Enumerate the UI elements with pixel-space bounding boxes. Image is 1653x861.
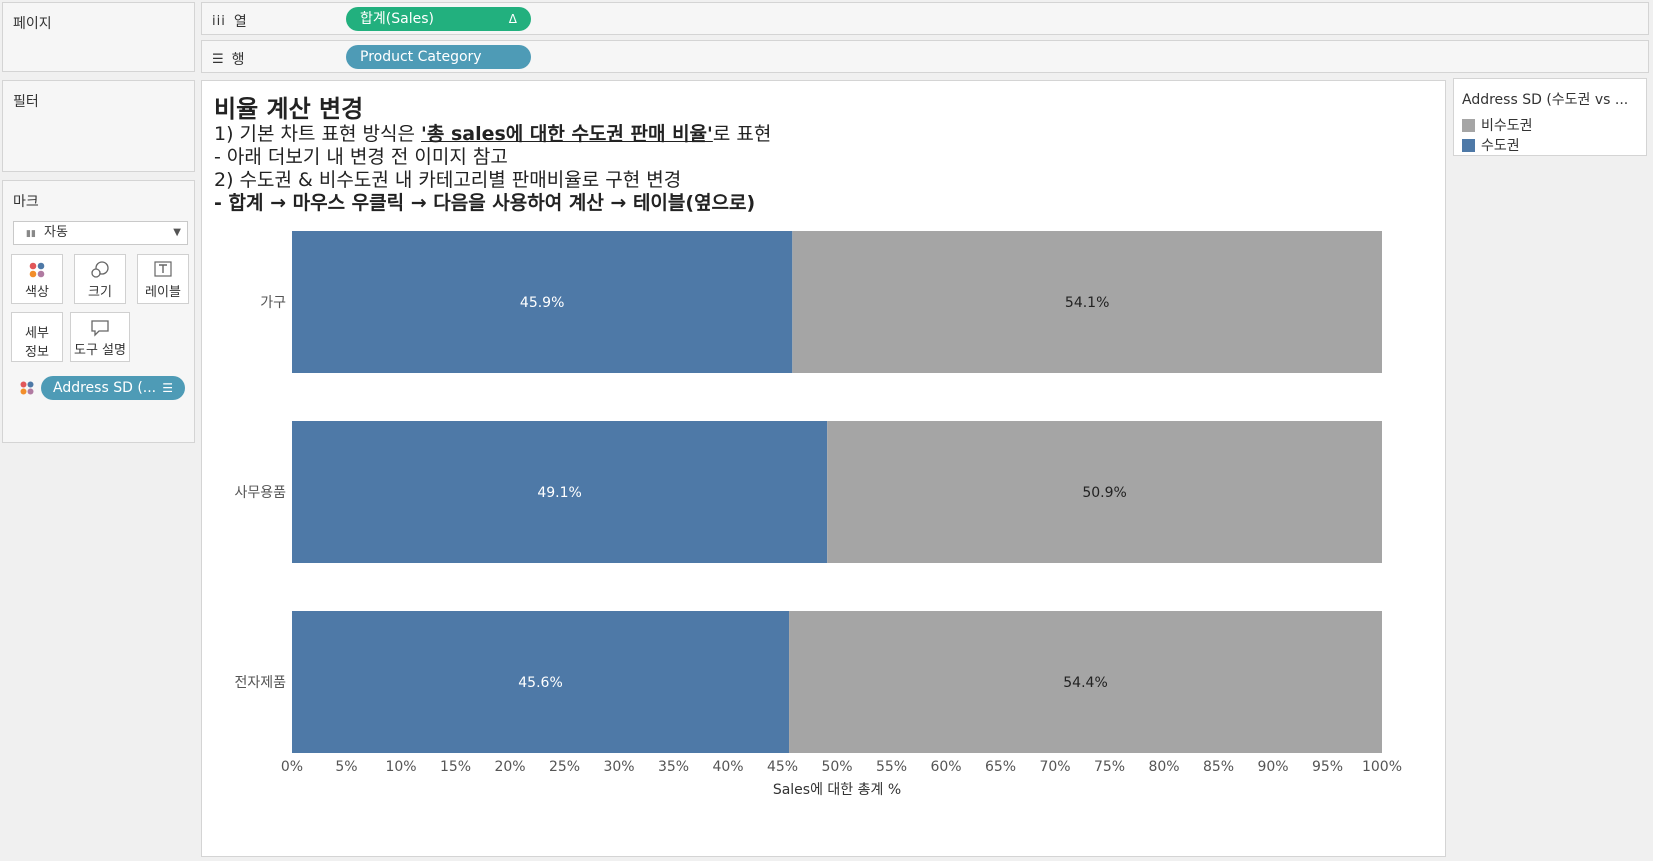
pages-title: 페이지 [13,16,52,32]
rows-icon: ☰ [212,51,224,67]
stacked-bar-chart: 가구 45.9% 54.1% 사무용품 49.1% 50.9% 전자제품 45.6% 54.4%… [234,231,1402,798]
legend-item-non-capital[interactable]: 비수도권 [1462,115,1533,135]
label-button[interactable]: 레이블 [137,254,189,304]
sort-icon: ☰ [162,381,173,395]
category-label: 사무용품 [234,485,286,501]
x-tick-label: 25% [549,759,580,775]
x-tick-label: 75% [1094,759,1125,775]
color-dots-icon [12,261,62,279]
chevron-down-icon: ▼ [173,227,181,238]
color-field-name: Address SD (... [53,380,157,396]
x-tick-label: 60% [930,759,961,775]
category-label: 가구 [260,295,286,311]
x-tick-label: 15% [440,759,471,775]
size-button[interactable]: 크기 [74,254,126,304]
rows-shelf[interactable]: ☰ 행 Product Category [201,40,1649,73]
columns-shelf-label-wrap: iii 열 [212,11,247,31]
speech-bubble-icon [71,319,129,337]
detail-button[interactable]: 세부 정보 [11,312,63,362]
caption-line-4: - 합계 → 마우스 우클릭 → 다음을 사용하여 계산 → 테이블(옆으로) [214,192,756,214]
caption-line-2: - 아래 더보기 내 변경 전 이미지 참고 [214,146,508,168]
x-tick-label: 70% [1039,759,1070,775]
bar-segment[interactable] [789,611,1382,753]
sales-sum-name: 합계(Sales) [360,11,434,27]
mark-type-dropdown[interactable]: ▮▮ 자동 ▼ [13,221,188,245]
tooltip-button[interactable]: 도구 설명 [70,312,130,362]
bar-chart-icon: ▮▮ [26,229,36,239]
legend-swatch-non-capital [1462,118,1475,132]
caption-line-1: 1) 기본 차트 표현 방식은 '총 sales에 대한 수도권 판매 비율'로… [214,119,771,146]
bar-data-label: 45.6% [518,675,562,691]
sheet-title: 비율 계산 변경 [214,95,364,123]
category-label: 전자제품 [234,675,286,691]
filters-title: 필터 [13,94,39,110]
size-label: 크기 [88,285,112,300]
x-tick-label: 55% [876,759,907,775]
x-tick-label: 95% [1312,759,1343,775]
x-tick-label: 30% [603,759,634,775]
x-tick-label: 40% [712,759,743,775]
columns-icon: iii [212,13,226,29]
columns-shelf[interactable]: iii 열 합계(Sales) Δ [201,2,1649,35]
detail-label-1: 세부 [25,326,49,341]
bar-data-label: 54.1% [1065,295,1109,311]
sales-sum-pill[interactable]: 합계(Sales) Δ [346,7,531,31]
bar-data-label: 50.9% [1082,485,1126,501]
bar-segment[interactable] [292,611,790,753]
bar-segment[interactable] [292,421,828,563]
caption-line-1-prefix: 1) 기본 차트 표현 방식은 [214,123,422,145]
size-circles-icon [75,261,125,279]
legend-item-capital[interactable]: 수도권 [1462,135,1520,155]
table-calc-delta-icon: Δ [508,12,517,26]
x-tick-label: 100% [1362,759,1402,775]
product-category-name: Product Category [360,49,482,65]
label-label: 레이블 [145,285,181,300]
color-button[interactable]: 색상 [11,254,63,304]
columns-label: 열 [233,14,247,30]
bar-data-label: 45.9% [520,295,564,311]
x-tick-label: 50% [821,759,852,775]
rows-shelf-label-wrap: ☰ 행 [212,49,245,69]
color-label: 색상 [25,285,49,300]
product-category-pill[interactable]: Product Category [346,45,531,69]
filters-panel[interactable]: 필터 [2,80,195,172]
rows-label: 행 [231,52,245,68]
x-tick-label: 5% [335,759,357,775]
x-tick-label: 20% [494,759,525,775]
x-tick-label: 10% [385,759,416,775]
pages-panel[interactable]: 페이지 [2,2,195,72]
x-tick-label: 45% [767,759,798,775]
color-field-pill[interactable]: Address SD (... ☰ [41,376,185,400]
legend-swatch-capital [1462,138,1475,152]
caption-line-1-emph: '총 sales에 대한 수도권 판매 비율' [421,123,713,145]
bar-data-label: 49.1% [537,485,581,501]
bar-data-label: 54.4% [1063,675,1107,691]
legend-label-capital: 수도권 [1481,138,1520,154]
x-tick-label: 0% [281,759,303,775]
bar-segment[interactable] [292,231,793,373]
marks-panel: 마크 ▮▮ 자동 ▼ 색상 크기 레이블 세부 정보 도구 설명 Address… [2,180,195,443]
caption-line-1-suffix: 로 표현 [712,123,772,145]
bar-segment[interactable] [827,421,1382,563]
worksheet-view: 비율 계산 변경 1) 기본 차트 표현 방식은 '총 sales에 대한 수도… [201,80,1446,857]
detail-label-2: 정보 [25,345,49,360]
legend-title: Address SD (수도권 vs ... [1462,92,1629,108]
color-legend: Address SD (수도권 vs ... 비수도권 수도권 [1453,78,1647,156]
x-tick-label: 35% [658,759,689,775]
text-label-icon [138,261,188,279]
x-tick-label: 90% [1257,759,1288,775]
color-encoding-icon [19,380,35,400]
tooltip-label: 도구 설명 [74,343,126,358]
bar-segment[interactable] [792,231,1382,373]
legend-label-non-capital: 비수도권 [1481,118,1533,134]
x-tick-label: 80% [1148,759,1179,775]
marks-title: 마크 [13,194,39,210]
x-axis-label: Sales에 대한 총계 % [773,782,901,798]
x-tick-label: 65% [985,759,1016,775]
x-tick-label: 85% [1203,759,1234,775]
mark-type-value: 자동 [44,225,68,240]
caption-line-3: 2) 수도권 & 비수도권 내 카테고리별 판매비율로 구현 변경 [214,169,682,191]
